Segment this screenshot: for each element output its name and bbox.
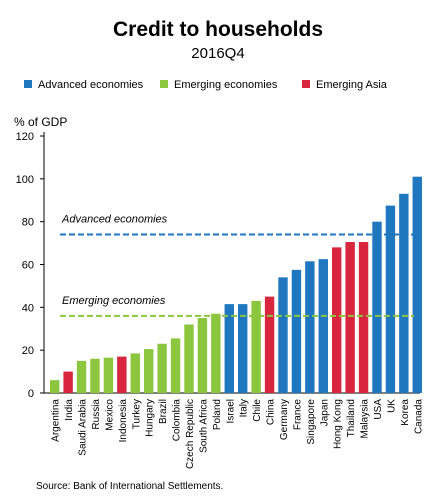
- bar-china: [264, 296, 275, 393]
- x-tick-label-usa: USA: [373, 399, 384, 420]
- legend-swatch-emerging-economies: [160, 80, 168, 88]
- x-tick-label-hungary: Hungary: [145, 399, 156, 437]
- legend-label-emerging-economies: Emerging economies: [174, 79, 278, 91]
- bar-singapore: [305, 261, 315, 393]
- legend-swatch-advanced-economies: [24, 80, 32, 88]
- chart-subtitle: 2016Q4: [191, 45, 244, 62]
- x-tick-label-mexico: Mexico: [104, 399, 115, 431]
- x-tick-label-china: China: [266, 399, 277, 426]
- x-tick-label-france: France: [292, 399, 303, 431]
- legend-swatch-emerging-asia: [302, 80, 310, 88]
- x-tick-label-thailand: Thailand: [346, 399, 357, 437]
- y-tick-label: 120: [16, 131, 34, 143]
- x-tick-label-canada: Canada: [413, 399, 424, 434]
- x-tick-label-czech-republic: Czech Republic: [185, 399, 196, 469]
- bars: [50, 176, 422, 393]
- x-tick-label-argentina: Argentina: [51, 399, 62, 442]
- reference-lines: Advanced economies Emerging economies: [60, 214, 414, 317]
- bar-south-africa: [197, 318, 208, 393]
- y-tick-label: 20: [22, 345, 34, 357]
- bar-malaysia: [358, 242, 369, 393]
- x-tick-label-germany: Germany: [279, 399, 290, 440]
- bar-argentina: [50, 380, 60, 393]
- bar-india: [63, 371, 73, 393]
- x-tick-label-japan: Japan: [319, 399, 330, 426]
- x-tick-label-israel: Israel: [225, 399, 236, 423]
- bar-poland: [211, 313, 221, 393]
- x-tick-label-uk: UK: [386, 399, 397, 413]
- x-tick-label-malaysia: Malaysia: [360, 399, 371, 439]
- bar-saudi-arabia: [76, 360, 87, 393]
- bar-colombia: [170, 338, 181, 393]
- bar-uk: [385, 205, 396, 393]
- ref-label-emerging-economies: Emerging economies: [62, 295, 166, 307]
- x-tick-label-hong-kong: Hong Kong: [333, 399, 344, 449]
- bar-czech-republic: [184, 324, 194, 393]
- x-tick-label-singapore: Singapore: [306, 399, 317, 445]
- bar-france: [291, 269, 302, 393]
- bar-turkey: [130, 353, 140, 393]
- legend-label-emerging-asia: Emerging Asia: [316, 79, 388, 91]
- bar-korea: [399, 193, 409, 393]
- bar-japan: [318, 259, 328, 393]
- x-tick-label-colombia: Colombia: [172, 399, 183, 442]
- bar-hong-kong: [332, 247, 342, 393]
- y-tick-label: 100: [16, 174, 34, 186]
- ref-label-advanced-economies: Advanced economies: [61, 214, 168, 226]
- x-tick-label-india: India: [64, 399, 75, 421]
- bar-usa: [372, 221, 382, 393]
- y-tick-label: 60: [22, 260, 34, 272]
- x-tick-label-turkey: Turkey: [131, 399, 142, 429]
- y-tick-label: 0: [28, 388, 34, 400]
- x-tick-label-south-africa: South Africa: [198, 399, 209, 453]
- bar-mexico: [103, 357, 114, 393]
- y-axis-label: % of GDP: [14, 115, 67, 129]
- x-tick-label-chile: Chile: [252, 399, 263, 422]
- bar-brazil: [157, 343, 167, 393]
- source-note: Source: Bank of International Settlement…: [36, 481, 223, 492]
- bar-chile: [251, 300, 261, 393]
- bar-italy: [238, 304, 248, 393]
- x-tick-label-saudi-arabia: Saudi Arabia: [78, 399, 89, 456]
- x-tick-label-brazil: Brazil: [158, 399, 169, 424]
- bar-israel: [224, 304, 234, 393]
- bar-canada: [412, 176, 422, 393]
- x-tick-label-italy: Italy: [239, 399, 250, 417]
- bar-hungary: [144, 349, 154, 393]
- x-tick-label-korea: Korea: [400, 399, 411, 426]
- y-tick-label: 40: [22, 302, 34, 314]
- chart-title: Credit to households: [113, 18, 323, 41]
- x-tick-label-indonesia: Indonesia: [118, 399, 129, 443]
- bar-germany: [278, 277, 288, 393]
- bar-russia: [90, 358, 100, 393]
- bar-indonesia: [117, 356, 127, 393]
- x-tick-labels: Argentina India Saudi Arabia Russia Mexico In…: [51, 399, 425, 469]
- legend-label-advanced-economies: Advanced economies: [38, 79, 144, 91]
- y-tick-label: 80: [22, 217, 34, 229]
- x-tick-label-russia: Russia: [91, 399, 102, 430]
- legend: Advanced economies Emerging economies Emer…: [24, 79, 388, 91]
- x-tick-label-poland: Poland: [212, 399, 223, 430]
- bar-thailand: [345, 242, 355, 393]
